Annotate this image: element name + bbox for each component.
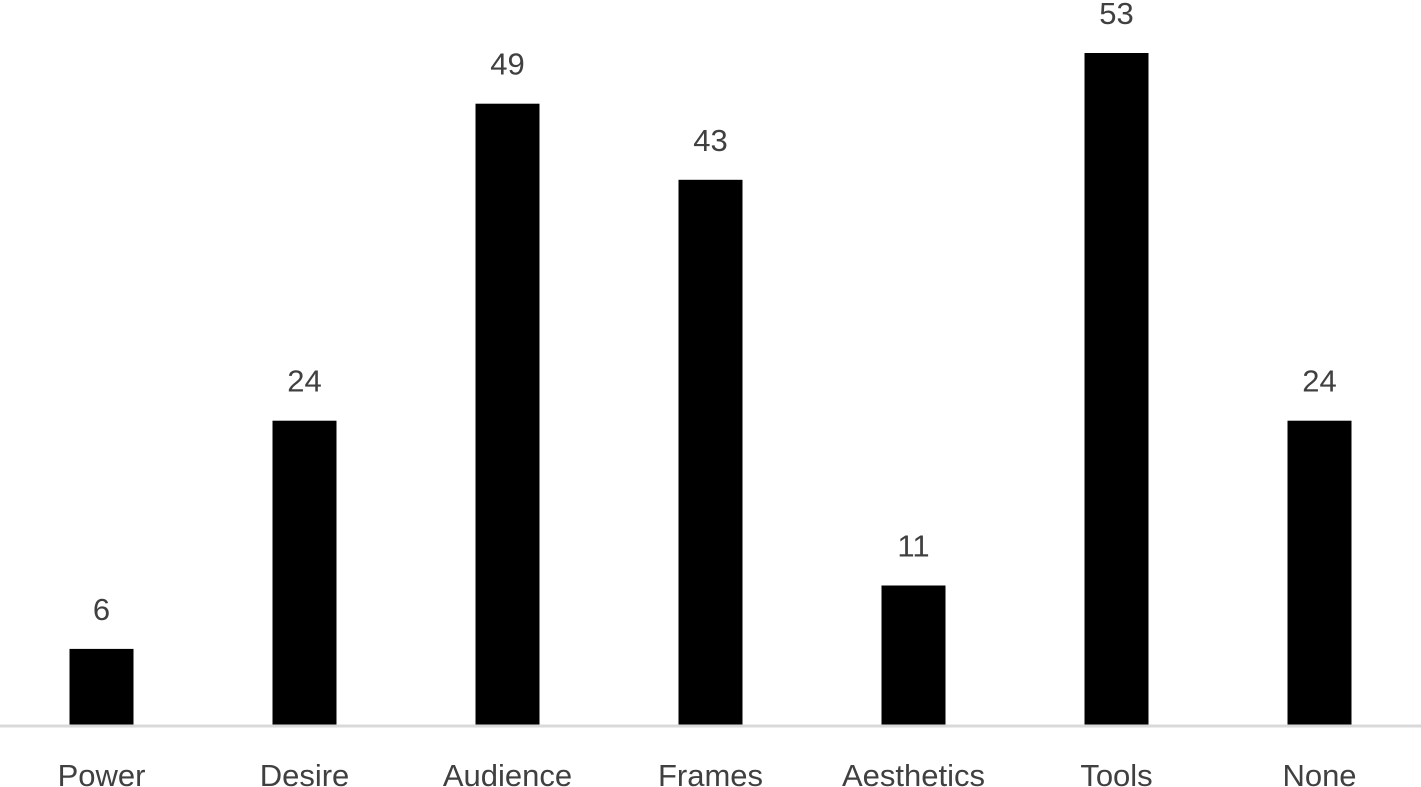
bar-aesthetics (881, 585, 946, 725)
x-tick-label-none: None (1282, 758, 1356, 787)
data-label-tools: 53 (1099, 0, 1133, 31)
data-label-desire: 24 (287, 364, 321, 399)
data-label-power: 6 (93, 592, 110, 627)
x-tick-labels-layer: Power Desire Audience Frames Aesthetics Tools… (58, 758, 1357, 787)
x-tick-label-power: Power (58, 758, 146, 787)
bar-audience (475, 103, 540, 725)
x-tick-label-aesthetics: Aesthetics (842, 758, 985, 787)
x-tick-label-desire: Desire (260, 758, 350, 787)
bar-frames (678, 179, 743, 726)
x-tick-label-tools: Tools (1080, 758, 1152, 787)
bar-desire (272, 420, 337, 725)
bar-tools (1084, 53, 1149, 725)
data-label-aesthetics: 11 (897, 529, 929, 564)
data-label-none: 24 (1302, 364, 1336, 399)
x-tick-label-frames: Frames (658, 758, 763, 787)
bar-none (1287, 420, 1352, 725)
data-label-frames: 43 (693, 123, 727, 158)
x-tick-label-audience: Audience (443, 758, 572, 787)
data-label-audience: 49 (490, 47, 524, 82)
data-labels-layer: 6 24 49 43 11 53 24 (93, 0, 1337, 627)
bars-layer (69, 53, 1352, 726)
bar-power (69, 648, 134, 725)
